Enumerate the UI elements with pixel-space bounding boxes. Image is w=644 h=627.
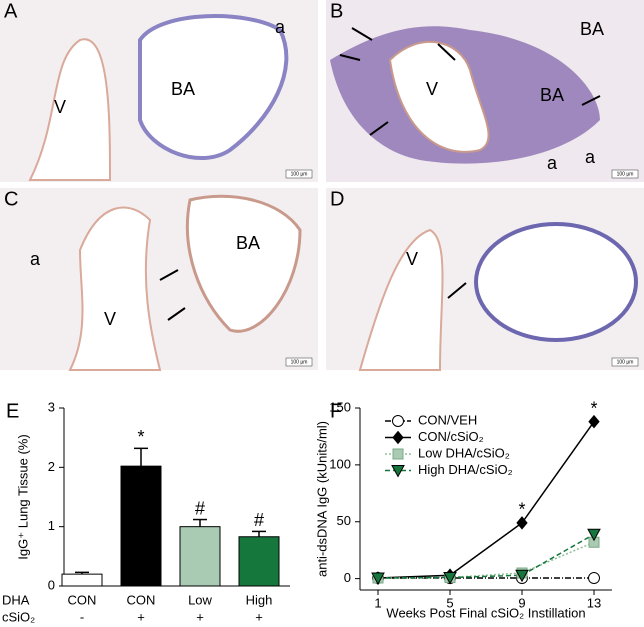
x-axis-label: Weeks Post Final cSiO₂ Instillation [386,605,585,620]
x-tick-label: 9 [518,595,525,610]
tissue-label: V [54,97,66,117]
y-axis-label: IgG⁺ Lung Tissue (%) [15,434,30,559]
legend-label: CON/cSiO₂ [418,429,484,444]
marker [443,571,457,585]
y-tick-label: 2 [48,459,55,474]
panel-label: F [330,400,342,422]
y-tick-label: 0 [48,577,55,592]
significance-label: # [195,498,205,518]
bar [179,526,221,587]
tissue-label: a [30,249,41,269]
scale-bar-label: 100 µm [617,359,634,365]
scale-bar-label: 100 µm [617,171,634,177]
x-tick-label: High [246,592,273,607]
x-tick-label-2: + [196,609,204,624]
panel-label: E [6,400,19,422]
marker [588,414,600,429]
marker [392,448,404,460]
y-axis-label: anti-dsDNA IgG (kUnits/ml) [314,421,329,577]
tissue-label: a [585,147,596,167]
y-tick-label: 50 [337,513,351,528]
scale-bar-box [611,357,639,367]
tissue-label: V [406,249,418,269]
tissue-label: BA [236,233,260,253]
legend-label: High DHA/cSiO₂ [418,462,513,477]
bar [61,573,103,587]
significance-label: * [590,398,597,418]
significance-label: * [518,500,525,520]
x-tick-label: CON [127,592,156,607]
y-tick-label: 0 [344,570,351,585]
y-tick-label: 150 [329,399,351,414]
panel-label: C [4,188,18,210]
series-line [377,533,595,579]
marker [391,465,405,478]
scale-bar-box [285,357,313,367]
micrograph-b [326,0,644,182]
arrows [159,27,601,321]
significance-label: # [254,510,264,530]
marker [588,572,600,585]
marker [516,516,528,530]
x-tick-label-2: + [137,609,145,624]
y-tick-label: 3 [48,399,55,414]
x-tick-label-2: - [80,609,84,624]
x-tick-label: 13 [587,595,601,610]
row-label: DHA [2,592,30,607]
marker [392,415,404,427]
row-label: cSiO₂ [2,609,35,624]
legend-label: CON/VEH [418,412,477,427]
bar [120,465,162,587]
tissue-label: BA [171,79,195,99]
legend-label: Low DHA/cSiO₂ [418,445,510,460]
series-line [377,421,595,579]
series-line [377,541,595,579]
panel-label: A [4,0,18,22]
x-tick-label: 1 [374,595,381,610]
x-tick-label-2: + [255,609,263,624]
scale-bar-box [285,169,313,179]
micrograph-c [0,188,318,371]
y-tick-label: 100 [329,456,351,471]
scale-bar-label: 100 µm [291,171,308,177]
tissue-label: a [547,153,558,173]
panel-label: B [330,0,343,22]
marker [371,572,385,586]
tissue-label: BA [580,19,604,39]
marker [515,569,529,583]
tissue-label: a [275,17,286,37]
x-tick-label: 5 [446,595,453,610]
scale-bar-label: 100 µm [291,359,308,365]
significance-label: * [137,427,144,447]
micrograph-d [326,188,644,371]
micrograph-a [0,0,318,182]
x-tick-label: CON [68,592,97,607]
marker [392,430,404,445]
marker [587,528,601,542]
y-tick-label: 1 [48,518,55,533]
tissue-label: V [426,79,438,99]
tissue-label: V [104,309,116,329]
panel-label: D [330,188,344,210]
scale-bar-box [611,169,639,179]
x-tick-label: Low [188,592,212,607]
bar [238,536,280,587]
tissue-label: BA [540,85,564,105]
